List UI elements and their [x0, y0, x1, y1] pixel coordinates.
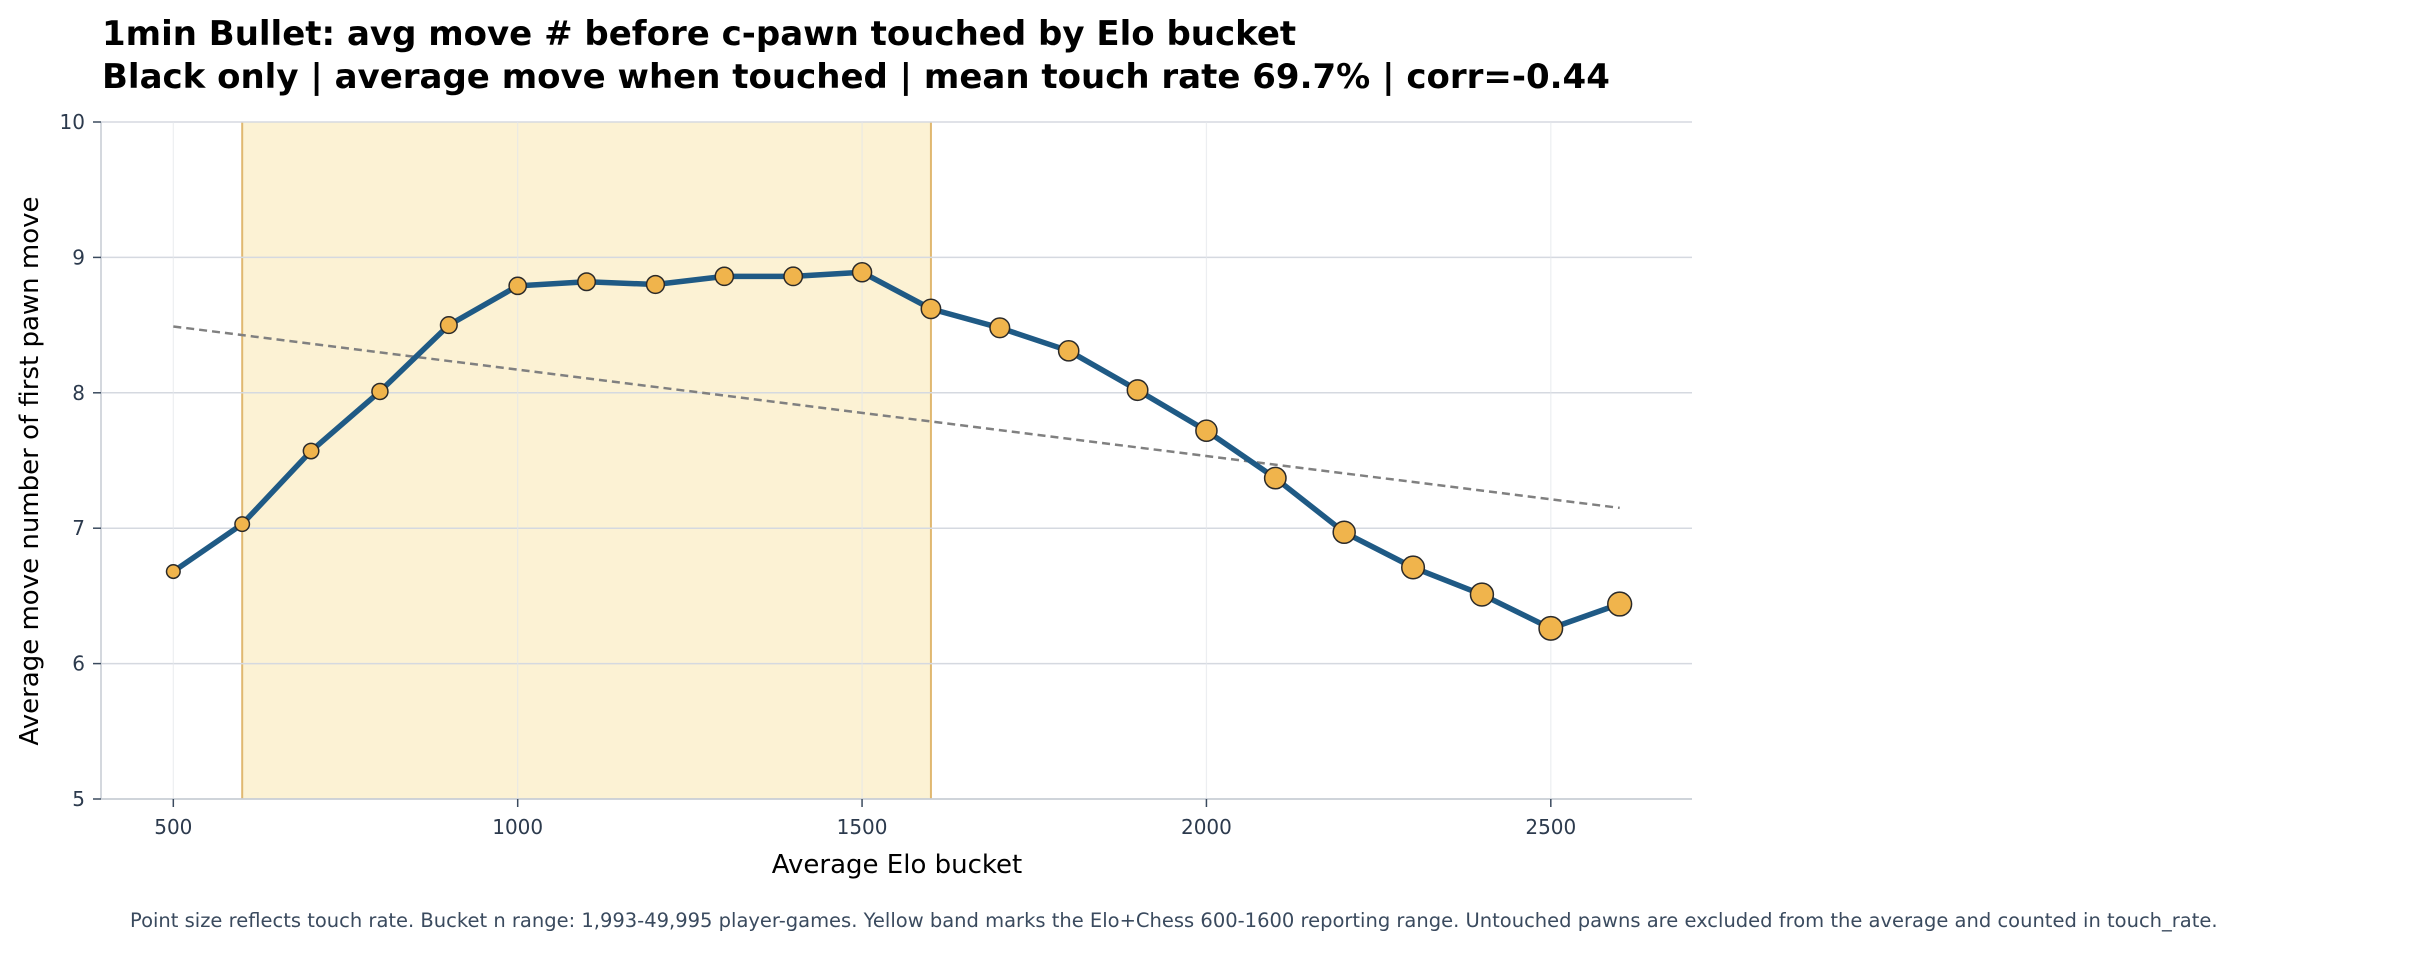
data-point [1401, 555, 1426, 580]
data-point [577, 272, 597, 292]
y-tick-label: 6 [72, 652, 85, 676]
data-point [439, 316, 458, 335]
axes-layer: 5 6 7 8 9 10 500 1000 1500 2000 2500 [60, 110, 1692, 839]
x-tick-label: 2500 [1525, 815, 1576, 839]
data-point [1057, 339, 1080, 362]
y-tick-label: 8 [72, 381, 85, 405]
data-point [851, 262, 873, 283]
y-tick-label: 9 [72, 245, 85, 269]
data-point [165, 563, 181, 580]
data-point [234, 516, 251, 533]
data-point [1195, 419, 1218, 443]
trend-line [173, 325, 1620, 510]
data-point [302, 442, 320, 460]
series-line-layer [170, 269, 1623, 632]
chart-title: 1min Bullet: avg move # before c-pawn to… [102, 14, 1296, 54]
data-point [714, 266, 735, 287]
highlight-band-layer [241, 122, 932, 799]
x-tick-label: 2000 [1181, 815, 1232, 839]
data-point [989, 317, 1011, 339]
x-tick-label: 500 [154, 815, 192, 839]
y-axis-label: Average move number of first pawn move [15, 196, 45, 745]
data-point [1263, 466, 1287, 490]
data-point [1538, 615, 1564, 641]
data-point [1126, 379, 1149, 402]
x-tick-label: 1000 [492, 815, 543, 839]
data-point [508, 276, 528, 296]
data-point [371, 382, 389, 401]
x-axis-label: Average Elo bucket [772, 850, 1022, 880]
highlight-band [242, 122, 931, 799]
points-layer [165, 262, 1633, 641]
trend-layer [173, 325, 1620, 510]
data-point [645, 274, 666, 295]
data-point [920, 298, 942, 320]
footnote: Point size reflects touch rate. Bucket n… [130, 909, 2218, 932]
data-point [1607, 591, 1633, 617]
data-point [1332, 520, 1356, 545]
series-line [170, 269, 1623, 632]
y-tick-label: 7 [72, 516, 85, 540]
y-tick-label: 5 [72, 787, 85, 811]
x-tick-label: 1500 [837, 815, 888, 839]
chart-subtitle: Black only | average move when touched |… [102, 57, 1610, 97]
data-point [1469, 582, 1495, 607]
y-tick-label: 10 [60, 110, 85, 134]
data-point [783, 266, 804, 287]
